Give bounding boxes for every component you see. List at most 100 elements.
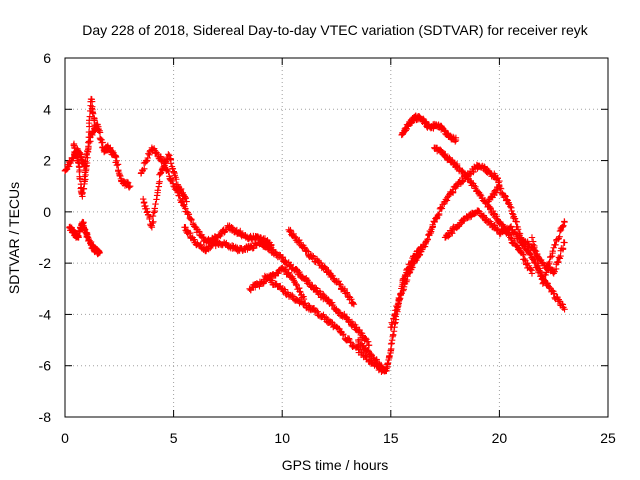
- data-point-sat-l: [438, 205, 446, 212]
- data-point-sat-q: [546, 258, 553, 266]
- data-point-sat-j: [337, 281, 344, 288]
- data-point-sat-g: [272, 249, 279, 256]
- y-axis-label: SDTVAR / TECUs: [6, 182, 22, 294]
- data-point-sat-g: [293, 266, 300, 273]
- data-point-sat-e: [144, 208, 151, 215]
- data-point-sat-e: [160, 163, 167, 170]
- data-point-sat-e: [166, 152, 173, 159]
- data-point-sat-c: [84, 154, 91, 161]
- data-point-sat-n: [519, 250, 527, 258]
- data-point-sat-q: [529, 241, 537, 248]
- x-tick-label: 0: [61, 430, 69, 446]
- data-point-sat-q: [560, 222, 567, 229]
- data-point-sat-p: [508, 207, 515, 215]
- data-point-sat-i: [281, 286, 288, 293]
- data-point-sat-d: [185, 211, 193, 218]
- data-point-sat-n: [477, 191, 484, 198]
- data-point-sat-q: [547, 253, 554, 261]
- data-point-sat-j: [308, 252, 316, 259]
- data-point-sat-h: [281, 265, 289, 273]
- x-tick-label: 25: [600, 430, 616, 446]
- y-tick-label: 2: [43, 153, 51, 169]
- data-point-sat-e: [149, 219, 156, 227]
- x-tick-label: 5: [170, 430, 178, 446]
- data-point-sat-i: [289, 293, 297, 300]
- data-point-sat-k: [388, 336, 396, 344]
- data-point-sat-g: [356, 326, 363, 334]
- data-point-sat-g: [279, 253, 287, 261]
- data-point-sat-n: [522, 261, 530, 268]
- data-point-sat-e: [173, 176, 180, 183]
- data-point-sat-a: [83, 151, 90, 159]
- data-point-sat-k: [386, 352, 393, 359]
- data-point-sat-n: [459, 168, 466, 176]
- data-point-sat-j: [287, 226, 294, 234]
- data-point-sat-e: [148, 224, 156, 231]
- data-point-sat-e: [150, 218, 157, 225]
- data-point-sat-o: [550, 290, 558, 297]
- data-point-sat-q: [555, 235, 562, 242]
- plot-frame: [64, 57, 609, 418]
- data-point-sat-p: [507, 203, 514, 210]
- data-point-sat-k: [384, 360, 392, 367]
- y-tick-label: -8: [39, 409, 52, 425]
- data-point-sat-j: [336, 280, 343, 288]
- data-point-sat-g: [362, 334, 369, 342]
- data-point-sat-q: [540, 277, 548, 285]
- data-point-sat-f: [182, 224, 189, 231]
- data-point-sat-l: [470, 168, 477, 176]
- data-point-sat-e: [167, 160, 175, 167]
- data-point-sat-d: [188, 216, 195, 224]
- data-point-sat-q: [556, 227, 564, 235]
- data-point-sat-g: [365, 342, 373, 349]
- data-point-sat-h: [260, 279, 267, 286]
- data-point-sat-c: [84, 147, 91, 155]
- data-point-sat-k: [389, 331, 397, 338]
- data-point-sat-q: [561, 218, 568, 226]
- data-point-sat-a: [96, 129, 104, 136]
- data-point-sat-q: [556, 233, 563, 240]
- axis-ticks: [64, 57, 609, 418]
- data-point-sat-g: [329, 301, 337, 309]
- data-point-sat-c: [85, 128, 93, 136]
- data-point-sat-q: [543, 269, 550, 276]
- data-point-sat-b: [75, 232, 82, 240]
- chart-title: Day 228 of 2018, Sidereal Day-to-day VTE…: [82, 22, 588, 38]
- data-point-sat-c: [85, 139, 92, 146]
- data-point-sat-e: [154, 187, 161, 194]
- data-point-sat-e: [152, 200, 159, 208]
- y-tick-label: -2: [39, 255, 52, 271]
- data-point-sat-n: [527, 266, 534, 273]
- data-point-sat-c: [92, 126, 99, 133]
- data-point-sat-q: [531, 244, 538, 251]
- data-point-sat-n: [438, 147, 445, 155]
- data-point-sat-q: [537, 269, 545, 277]
- data-point-sat-l: [429, 223, 436, 230]
- data-point-sat-a: [125, 184, 133, 191]
- data-point-sat-n: [499, 221, 506, 228]
- data-points: [61, 95, 568, 376]
- data-point-sat-o: [529, 256, 537, 263]
- data-point-sat-i: [268, 277, 276, 284]
- data-point-sat-n: [470, 182, 478, 189]
- data-point-sat-i: [328, 318, 335, 326]
- y-tick-label: 4: [43, 101, 51, 117]
- data-point-sat-i: [347, 339, 354, 346]
- y-tick-label: -6: [39, 358, 52, 374]
- data-point-sat-o: [488, 220, 495, 227]
- data-point-sat-l: [435, 210, 443, 218]
- data-point-sat-f: [197, 241, 205, 249]
- data-point-sat-l: [409, 264, 416, 271]
- y-tick-labels: -8 -6 -4 -2 0 2 4 6: [39, 50, 52, 425]
- data-point-sat-o: [455, 222, 463, 230]
- data-point-sat-e: [150, 209, 158, 216]
- data-point-sat-e: [139, 195, 147, 203]
- data-point-sat-g: [279, 254, 286, 262]
- data-point-sat-p: [555, 258, 562, 266]
- data-point-sat-l: [413, 254, 421, 262]
- data-point-sat-n: [493, 213, 501, 220]
- data-point-sat-e: [151, 205, 158, 212]
- data-point-sat-l: [394, 301, 402, 308]
- x-tick-label: 20: [492, 430, 508, 446]
